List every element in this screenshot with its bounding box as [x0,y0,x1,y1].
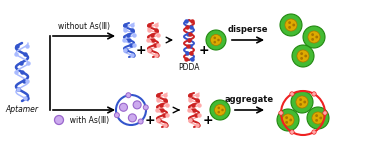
Circle shape [211,34,222,45]
Text: disperse: disperse [228,25,268,34]
Circle shape [312,92,316,96]
Circle shape [126,93,131,98]
Circle shape [300,52,303,55]
Circle shape [214,37,216,39]
Circle shape [206,30,226,50]
Circle shape [217,39,220,41]
Circle shape [285,19,297,31]
Circle shape [119,103,127,111]
Text: aggregate: aggregate [225,95,274,104]
Circle shape [312,130,316,134]
Circle shape [288,21,291,24]
Text: +: + [203,115,213,127]
Circle shape [277,109,299,131]
Circle shape [290,130,294,134]
Circle shape [214,41,216,44]
Circle shape [307,107,329,129]
Circle shape [311,38,314,41]
Circle shape [279,111,283,115]
Circle shape [303,26,325,48]
Text: PDDA: PDDA [178,63,200,72]
Circle shape [315,114,318,117]
Circle shape [297,50,309,62]
Circle shape [221,109,224,111]
Circle shape [133,101,141,109]
Circle shape [280,14,302,36]
Circle shape [299,103,302,106]
Text: without As(Ⅲ): without As(Ⅲ) [58,22,110,31]
Circle shape [311,33,314,36]
Circle shape [312,112,324,124]
Circle shape [54,115,64,124]
Circle shape [217,111,220,114]
Text: +: + [145,115,155,127]
Circle shape [217,107,220,109]
Circle shape [129,114,136,122]
Circle shape [288,26,291,29]
Circle shape [303,101,306,103]
Circle shape [285,121,288,124]
Circle shape [289,119,292,121]
Circle shape [299,98,302,101]
Circle shape [214,104,226,115]
Circle shape [304,55,307,57]
Circle shape [291,91,313,113]
Circle shape [210,100,230,120]
Circle shape [292,24,295,26]
Circle shape [143,105,148,110]
Circle shape [315,119,318,122]
Text: Aptamer: Aptamer [6,105,39,114]
Circle shape [319,117,322,119]
Circle shape [285,116,288,119]
Circle shape [138,119,143,124]
Circle shape [290,92,294,96]
Circle shape [115,113,119,118]
Circle shape [323,111,327,115]
Circle shape [292,45,314,67]
Text: +: + [136,44,146,57]
Circle shape [296,96,308,108]
Text: with As(Ⅲ): with As(Ⅲ) [65,115,109,124]
Circle shape [308,31,320,43]
Circle shape [300,57,303,60]
Text: +: + [199,44,209,57]
Circle shape [282,114,294,126]
Circle shape [315,36,318,38]
